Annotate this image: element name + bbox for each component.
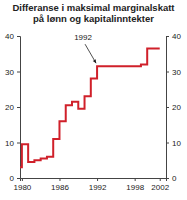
annotation-arrow [85, 44, 96, 63]
tick: 10 [5, 139, 20, 148]
tick-mark [166, 178, 169, 179]
axis-line [21, 179, 167, 182]
tick-mark [17, 72, 20, 73]
tick-mark [59, 178, 60, 181]
title: Differanse i maksimal marginalskatt [12, 2, 175, 13]
tick: 1980 [13, 178, 31, 192]
tick: 0 [10, 174, 20, 183]
tick-label: 30 [5, 68, 14, 77]
tick: 10 [166, 139, 181, 148]
plot: 1980198619921998200201020304001020304019… [5, 32, 181, 192]
chart: Differanse i maksimal marginalskattpå lø… [0, 0, 187, 200]
axis-line [17, 37, 21, 179]
marks [20, 48, 160, 167]
tick: 1998 [126, 178, 144, 192]
tick-mark [166, 107, 169, 108]
tick-label: 30 [172, 68, 181, 77]
tick-mark [166, 143, 169, 144]
annotation: 1992 [74, 33, 92, 42]
tick: 1992 [89, 178, 107, 192]
tick-mark [17, 143, 20, 144]
tick: 1986 [51, 178, 69, 192]
tick-mark [22, 178, 23, 181]
tick-label: 10 [172, 139, 181, 148]
tick-mark [160, 178, 161, 181]
tick-mark [17, 178, 20, 179]
tick-label: 1998 [126, 183, 144, 192]
tick: 0 [166, 174, 177, 183]
tick-label: 1980 [13, 183, 31, 192]
tick-label: 40 [172, 32, 181, 41]
tick-label: 20 [5, 103, 14, 112]
tick: 20 [166, 103, 181, 112]
tick-label: 1992 [89, 183, 107, 192]
tick-label: 40 [5, 32, 14, 41]
tick-label: 2002 [151, 183, 169, 192]
tick-label: 20 [172, 103, 181, 112]
tick-mark [17, 36, 20, 37]
tick-label: 1986 [51, 183, 69, 192]
tick: 2002 [151, 178, 169, 192]
tick-mark [166, 72, 169, 73]
tick-mark [97, 178, 98, 181]
tick: 20 [5, 103, 20, 112]
x-axis: 1980 1986 1992 1998 2002 [13, 178, 169, 192]
tick: 30 [5, 68, 20, 77]
y-axis-right: 0 10 20 30 40 [166, 32, 181, 183]
tick-mark [166, 36, 169, 37]
annotation-arrowhead [93, 59, 96, 63]
tick: 40 [166, 32, 181, 41]
tick: 30 [166, 68, 181, 77]
tick-label: 10 [5, 139, 14, 148]
tick-label: 0 [172, 174, 177, 183]
tick-mark [17, 107, 20, 108]
axis-line [167, 37, 170, 179]
tick: 40 [5, 32, 20, 41]
tick-mark [135, 178, 136, 181]
subtitle: på lønn og kapitalinntekter [33, 13, 154, 24]
y-axis: 0 10 20 30 40 [5, 32, 20, 183]
tick-label: 0 [10, 174, 15, 183]
line [20, 48, 160, 167]
